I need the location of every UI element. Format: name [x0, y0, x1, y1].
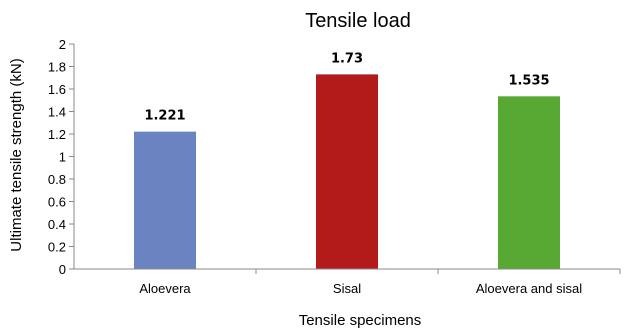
y-axis-title: Ultimate tensile strength (kN): [8, 58, 25, 251]
y-tick-label: 1.8: [48, 60, 66, 75]
x-tick-label: Aloevera: [139, 281, 191, 296]
chart-title: Tensile load: [305, 10, 411, 32]
bar: [134, 131, 196, 269]
data-label: 1.221: [144, 109, 185, 124]
data-label: 1.535: [508, 73, 549, 88]
bar: [316, 74, 378, 269]
y-tick-label: 0.4: [48, 217, 66, 232]
y-tick-label: 2: [59, 37, 66, 52]
x-axis-title: Tensile specimens: [299, 312, 422, 329]
x-axis: Aloevera Sisal Aloevera and sisal: [74, 268, 621, 296]
y-tick-label: 0.6: [48, 195, 66, 210]
y-axis: 0 0.2 0.4 0.6 0.8 1 1.2 1.4 1.6 1.8 2: [48, 37, 75, 277]
y-tick-label: 1.2: [48, 127, 66, 142]
bars: 1.221 1.73 1.535: [134, 51, 560, 269]
x-tick-label: Sisal: [333, 281, 361, 296]
y-tick-label: 0.2: [48, 240, 66, 255]
data-label: 1.73: [331, 51, 363, 66]
bar: [498, 96, 560, 269]
y-tick-label: 1.6: [48, 82, 66, 97]
y-tick-label: 0.8: [48, 172, 66, 187]
y-tick-label: 1.4: [48, 105, 66, 120]
x-tick-label: Aloevera and sisal: [476, 281, 582, 296]
y-tick-label: 0: [59, 262, 66, 277]
y-tick-label: 1: [59, 150, 66, 165]
